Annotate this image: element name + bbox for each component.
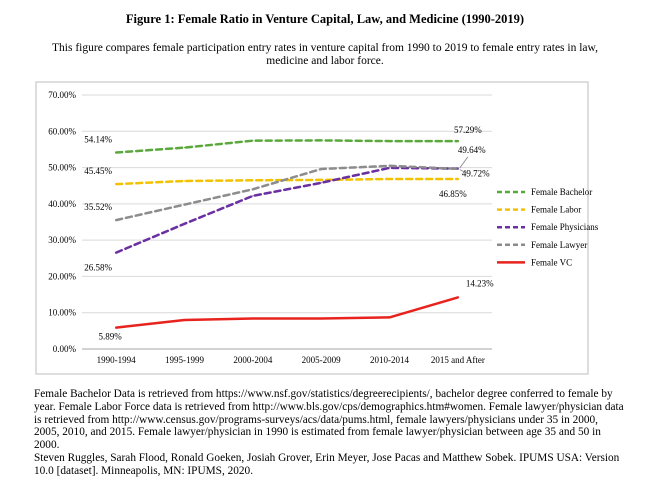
ipums-citation: Steven Ruggles, Sarah Flood, Ronald Goek… [34,451,620,477]
data-point [388,178,391,180]
legend-label: Female Bachelor [531,187,592,197]
data-point [388,165,391,167]
source-notes: Female Bachelor Data is retrieved from h… [34,388,624,478]
data-point [320,179,322,181]
data-point [457,296,459,298]
data-point [115,219,117,221]
data-label: 46.85% [439,189,467,199]
x-tick-label: 2010-2014 [370,355,409,365]
y-tick-label: 10.00% [48,308,76,318]
x-tick-label: 2015 and After [431,355,485,365]
data-point [388,167,391,169]
label-leader-line [459,169,469,174]
data-point [252,195,254,197]
y-tick-label: 70.00% [48,90,76,100]
data-sources-note: Female Bachelor Data is retrieved from h… [34,388,624,452]
data-label: 14.23% [466,278,494,288]
y-tick-label: 50.00% [48,163,76,173]
data-point [320,182,322,184]
y-tick-label: 40.00% [48,199,76,209]
legend-label: Female Lawyer [531,240,587,250]
data-point [115,251,117,254]
data-point [183,180,186,182]
data-point [320,168,322,170]
data-label: 35.52% [84,202,112,212]
x-tick-label: 2005-2009 [302,355,341,365]
data-point [457,178,459,180]
x-tick-label: 1995-1999 [165,355,204,365]
data-label: 49.64% [458,145,486,155]
data-label: 5.89% [99,332,123,342]
data-point [457,168,459,170]
y-tick-label: 0.00% [53,344,77,354]
data-label: 26.58% [84,263,112,273]
data-point [252,317,254,320]
data-point [320,317,322,320]
figure-title: Figure 1: Female Ratio in Venture Capita… [125,12,525,26]
data-point [183,223,186,225]
data-point [252,140,254,142]
series-line-female-physicians [114,166,460,254]
y-tick-label: 20.00% [48,271,76,281]
data-point [388,316,391,319]
legend-label: Female Physicians [531,222,599,232]
legend-label: Female Labor [531,205,581,215]
data-point [115,327,117,329]
label-leader-line [459,156,469,169]
data-point [183,319,186,321]
data-point [183,203,186,206]
data-point [183,147,186,149]
data-label: 45.45% [84,166,112,176]
y-tick-label: 60.00% [48,126,76,136]
legend-label: Female VC [531,257,572,267]
chart-frame [35,81,589,375]
series-line-female-lawyer [114,164,460,222]
data-point [115,151,117,154]
x-tick-label: 2000-2004 [233,355,272,365]
series-line-female-vc [114,296,460,329]
data-point [252,188,254,190]
data-label: 57.29% [454,125,482,135]
data-point [388,140,391,142]
data-point [457,140,459,142]
y-tick-label: 30.00% [48,235,76,245]
data-label: 49.72% [462,169,490,179]
x-tick-label: 1990-1994 [97,355,136,365]
data-label: 54.14% [84,135,112,145]
data-point [115,183,117,185]
figure-subtitle: This figure compares female participatio… [52,42,598,67]
series-line-female-bachelor [114,139,460,154]
data-point [252,179,254,181]
data-point [320,139,322,141]
